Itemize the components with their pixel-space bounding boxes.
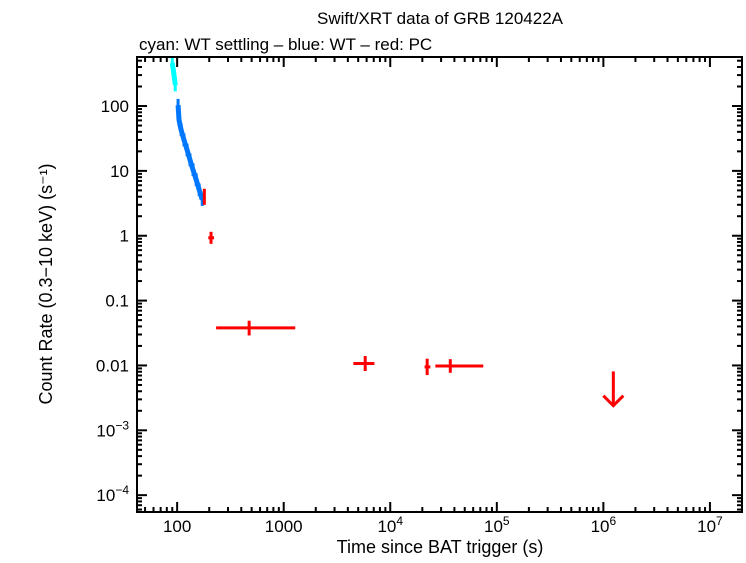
tick-base: 10 — [377, 517, 396, 536]
x-tick-label: 106 — [591, 514, 617, 536]
x-tick-label: 1000 — [265, 517, 303, 536]
y-tick-label: 10−4 — [96, 483, 129, 505]
chart-title: Swift/XRT data of GRB 120422A — [317, 9, 564, 28]
tick-exponent: 5 — [503, 514, 510, 528]
y-tick-label: 0.01 — [96, 356, 129, 375]
data-marks — [169, 56, 625, 408]
tick-exponent: 6 — [609, 514, 616, 528]
x-axis-label: Time since BAT trigger (s) — [337, 537, 544, 557]
tick-base: 10 — [591, 517, 610, 536]
x-tick-label: 100 — [163, 517, 191, 536]
tick-base: 10 — [96, 486, 115, 505]
tick-base: 10 — [96, 421, 115, 440]
tick-exponent: −3 — [115, 418, 129, 432]
tick-exponent: 4 — [396, 514, 403, 528]
y-tick-label: 10 — [110, 162, 129, 181]
y-tick-label: 1 — [120, 227, 129, 246]
upper-limit-arrow-icon — [602, 394, 625, 408]
y-tick-label: 10−3 — [96, 418, 129, 440]
x-tick-label: 107 — [697, 514, 723, 536]
tick-base: 10 — [484, 517, 503, 536]
y-axis-label: Count Rate (0.3−10 keV) (s⁻¹) — [36, 163, 56, 404]
chart-subtitle: cyan: WT settling – blue: WT – red: PC — [139, 35, 432, 54]
tick-exponent: 7 — [716, 514, 723, 528]
tick-base: 10 — [697, 517, 716, 536]
x-tick-label: 105 — [484, 514, 510, 536]
y-tick-label: 0.1 — [105, 292, 129, 311]
y-tick-label: 100 — [101, 97, 129, 116]
plot-frame — [136, 56, 743, 513]
x-tick-label: 104 — [377, 514, 403, 536]
tick-exponent: −4 — [115, 483, 129, 497]
